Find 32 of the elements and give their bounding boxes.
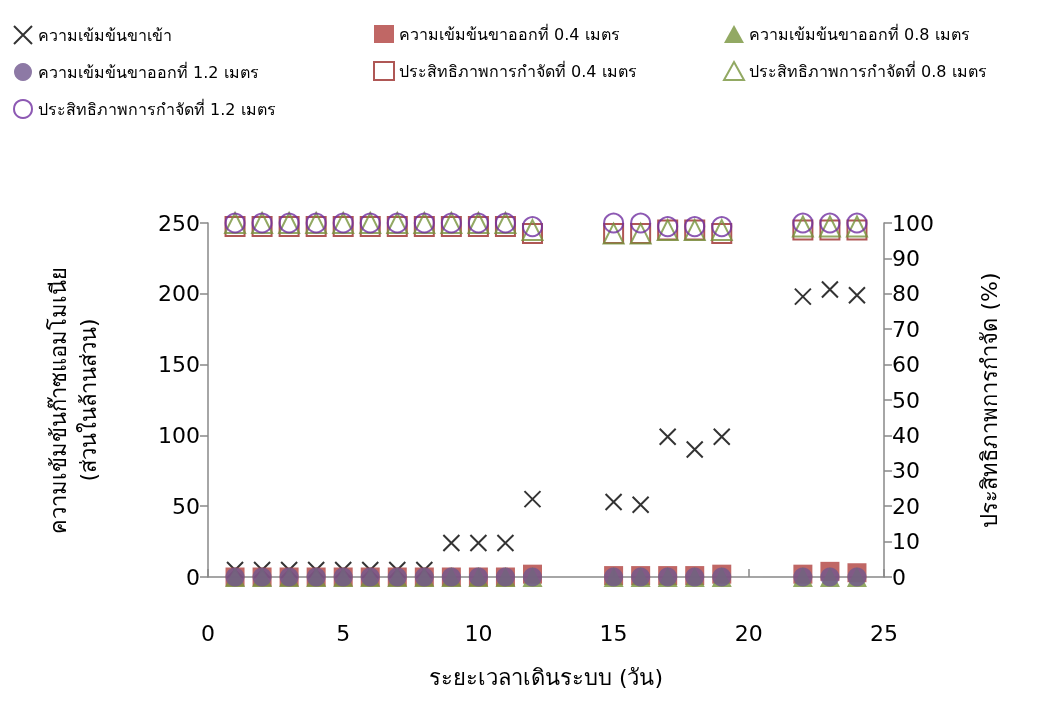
y2-tick-label: 80 [892, 281, 920, 307]
y2-tick-label: 30 [892, 458, 920, 484]
y2-tick-label: 60 [892, 352, 920, 378]
y2-tick-label: 90 [892, 245, 920, 271]
legend-label: ความเข้มข้นขาออกที่ 0.8 เมตร [749, 22, 970, 44]
y2-tick-label: 0 [892, 564, 906, 590]
y2-tick-label: 100 [892, 210, 934, 236]
y2-tick-label: 20 [892, 493, 920, 519]
legend-label: ประสิทธิภาพการกำจัดที่ 0.4 เมตร [399, 59, 637, 81]
x-tick-label: 25 [870, 620, 898, 646]
y-tick-label: 0 [186, 564, 200, 590]
y-tick-label: 200 [158, 281, 200, 307]
y-tick-label: 100 [158, 422, 200, 448]
y2-tick-label: 10 [892, 529, 920, 555]
x-tick-label: 15 [599, 620, 628, 646]
legend-label: ประสิทธิภาพการกำจัดที่ 0.8 เมตร [749, 59, 987, 81]
legend-label: ความเข้มข้นขาออกที่ 0.4 เมตร [399, 22, 620, 44]
y-tick-label: 50 [172, 493, 200, 519]
x-tick-label: 5 [336, 620, 351, 646]
y2-tick-label: 50 [892, 387, 920, 413]
legend-label: ความเข้มข้นขาออกที่ 1.2 เมตร [38, 60, 259, 82]
legend-label: ความเข้มข้นขาเข้า [38, 25, 172, 45]
x-tick-label: 20 [734, 620, 763, 646]
y2-axis-title: ประสิทธิภาพการกำจัด (%) [976, 272, 1002, 528]
y2-tick-label: 40 [892, 422, 920, 448]
y-tick-label: 150 [158, 352, 200, 378]
y-tick-label: 250 [158, 210, 200, 236]
x-tick-label: 10 [464, 620, 493, 646]
x-axis-title: ระยะเวลาเดินระบบ (วัน) [428, 664, 664, 690]
legend-label: ประสิทธิภาพการกำจัดที่ 1.2 เมตร [38, 97, 276, 119]
y2-tick-label: 70 [892, 316, 920, 342]
y-axis-title: ความเข้มข้นก๊าซแอมโมเนีย (ส่วนในล้านส่วน) [45, 266, 101, 534]
